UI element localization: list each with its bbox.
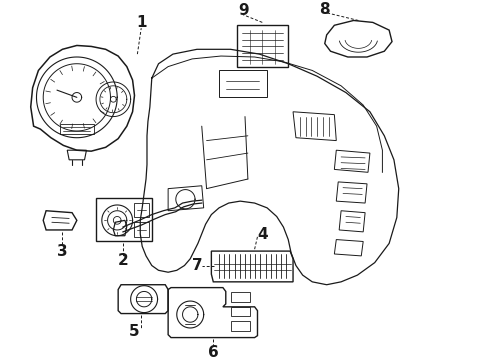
Text: 5: 5 [129, 324, 140, 339]
Text: 7: 7 [192, 258, 202, 273]
Text: 1: 1 [136, 15, 147, 30]
Text: 9: 9 [238, 3, 248, 18]
Text: 3: 3 [57, 244, 68, 258]
Text: 4: 4 [257, 227, 268, 242]
Text: 2: 2 [118, 253, 128, 268]
Text: 6: 6 [208, 346, 219, 360]
Text: 8: 8 [319, 3, 330, 17]
